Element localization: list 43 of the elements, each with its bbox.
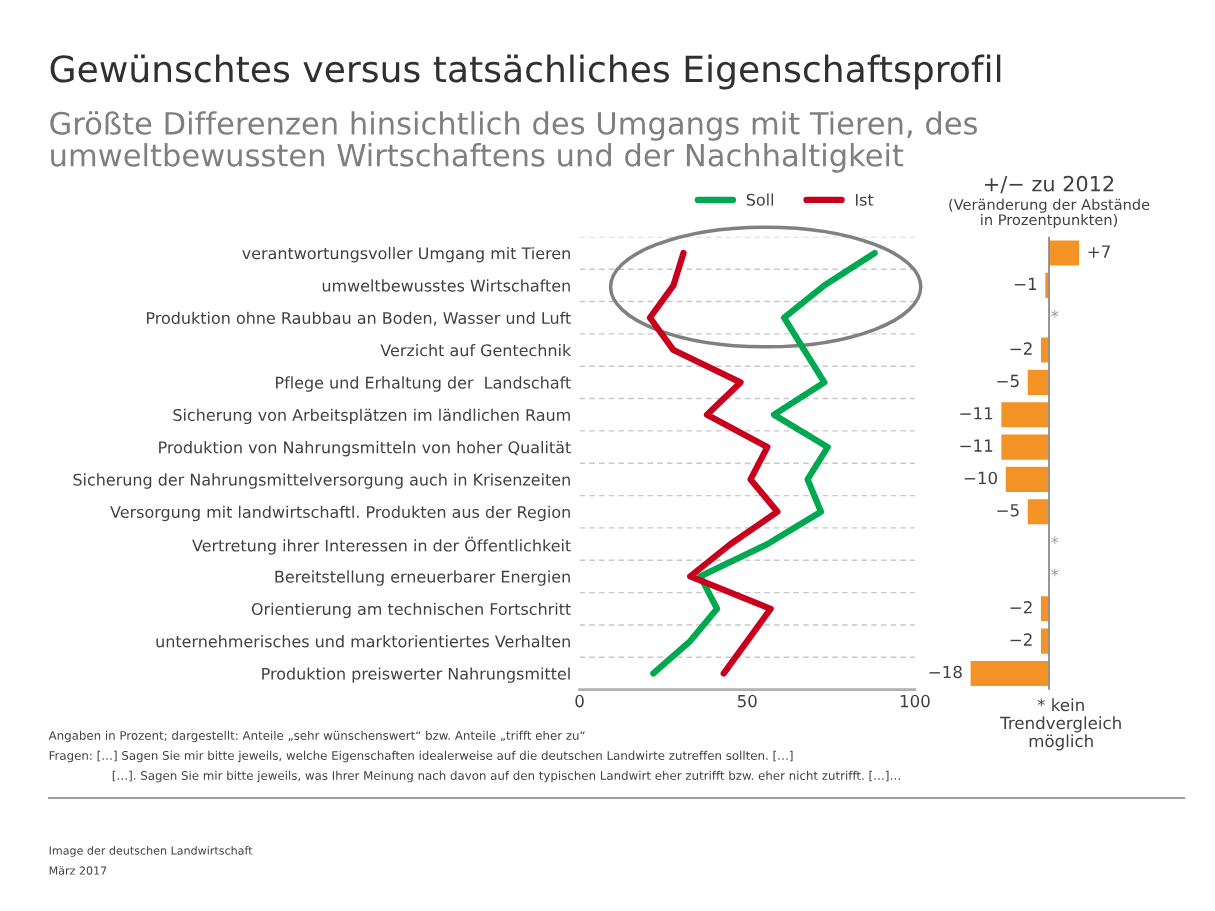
text: * [1051,536,1059,544]
y-tick-label: Bereitstellung erneuerbarer Energien [275,570,570,586]
data-label: −2 [1010,601,1032,614]
x-tick-label: 100 [900,694,930,708]
y-tick-label: Sicherung der Nahrungsmittelversorgung auch in Krisenzeiten [73,473,570,489]
data-label: −5 [997,504,1019,517]
text: Fragen: […] Sagen Sie mir bitte jeweils, welche Eigenschaften idealerweise auf die deutschen Landwirte zutreffen sollten. […] [49,750,793,763]
y-tick-label: unternehmerisches und marktorientiertes Verhalten [156,635,570,648]
chart-subtitle: Größte Differenzen hinsichtlich des Umgangs mit Tieren, des umweltbewussten Wirtschaftens und der Nachhaltigkeit [50,111,978,173]
y-tick-label: Orientierung am technischen Fortschritt [251,602,571,619]
y-tick-label: Produktion preiswerter Nahrungsmittel [262,667,570,683]
data-label: −18 [929,665,962,679]
x-tick-label: 0 [575,694,584,708]
data-label: −2 [1010,633,1032,646]
y-tick-label: Vertretung ihrer Interessen in der Öffentlichkeit [192,536,571,555]
y-tick-label: Produktion ohne Raubbau an Boden, Wasser und Luft [147,311,571,326]
y-tick-label: Versorgung mit landwirtschaftl. Produkten aus der Region [110,505,570,522]
legend-label: Ist [855,193,874,206]
chart-title: Gewünschtes versus tatsächliches Eigenschaftsprofil [50,54,1001,90]
y-tick-label: Verzicht auf Gentechnik [380,343,572,357]
data-label: −10 [964,471,998,485]
y-tick-label: Sicherung von Arbeitsplätzen im ländlichen Raum [173,408,570,425]
data-label: −2 [1010,342,1032,355]
y-tick-label: Pflege und Erhaltung der Landschaft [276,376,571,392]
chart-subtitle: (Veränderung der Abstände in Prozentpunkten) [949,198,1150,229]
text: Angaben in Prozent; dargestellt: Anteile „sehr wünschenswert“ bzw. Anteile „trifft eher zu“ [48,730,585,743]
data-label: −1 [1014,277,1037,290]
x-tick-label: 50 [737,694,757,708]
text: […]. Sagen Sie mir bitte jeweils, was Ihrer Meinung nach davon auf den typischen Landwirt eher zutrifft bzw. eher nicht zutrifft. […]… [112,770,900,783]
y-tick-label: verantwortungsvoller Umgang mit Tieren [242,246,570,263]
y-tick-label: umweltbewusstes Wirtschaften [322,279,570,292]
text: * [1051,568,1059,577]
chart-title: +/− zu 2012 [985,175,1114,194]
text: Image der deutschen Landwirtschaft [49,846,253,857]
data-label: −5 [997,374,1019,388]
text: * kein Trendvergleich möglich [1000,698,1121,751]
text: März 2017 [49,866,107,875]
data-label: +7 [1088,245,1110,258]
legend-label: Soll [746,193,774,206]
y-tick-label: Produktion von Nahrungsmitteln von hoher Qualität [159,441,571,457]
data-label: −11 [960,407,993,420]
data-label: −11 [960,439,993,452]
text: * [1051,309,1059,318]
